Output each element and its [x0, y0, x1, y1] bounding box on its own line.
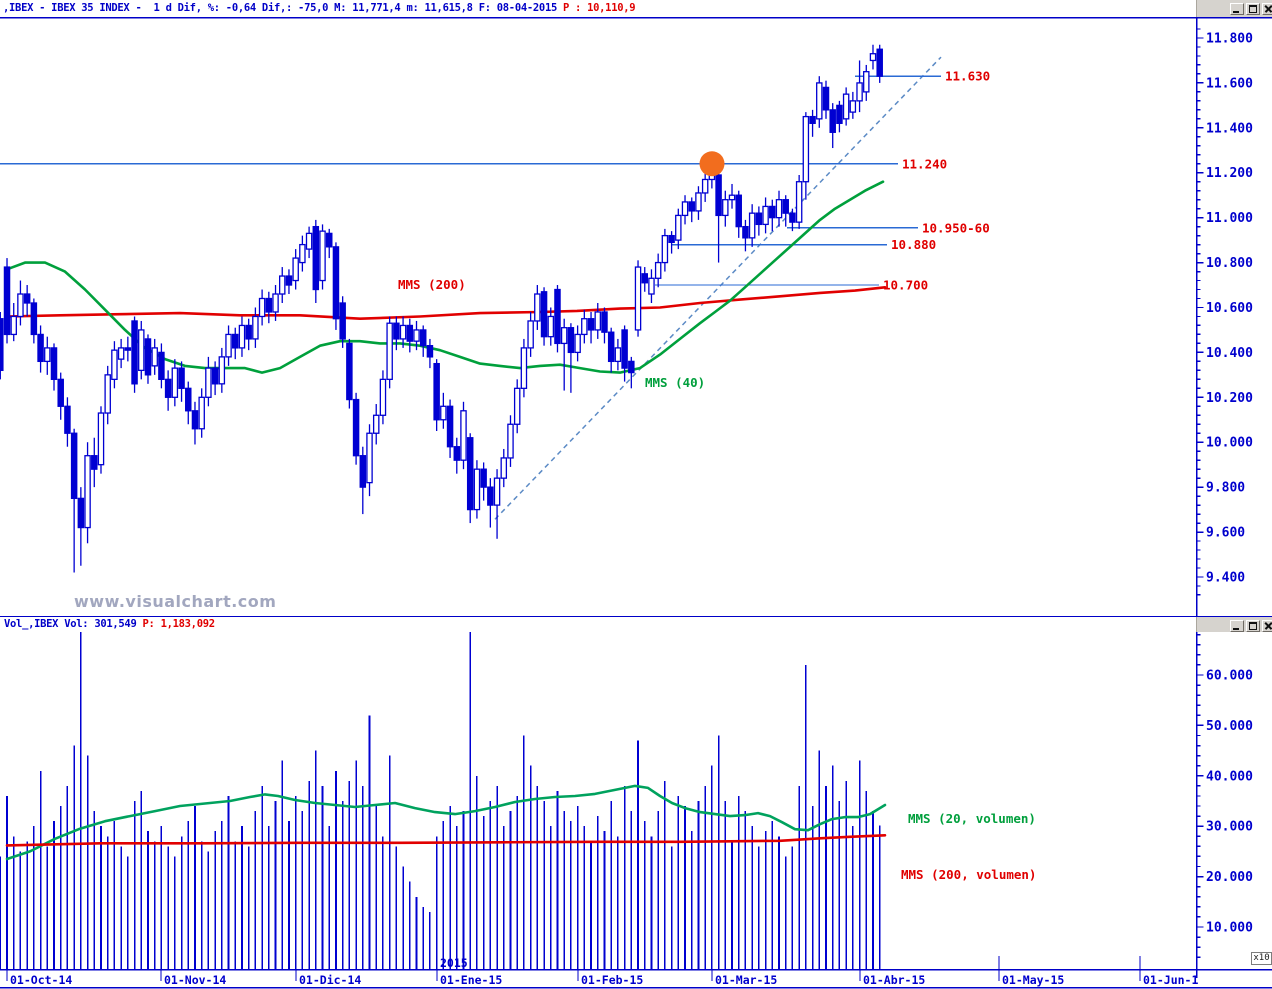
volume-title: Vol_,IBEX Vol: 301,549: [4, 618, 143, 630]
date-tick-label: 01-Dic-14: [299, 973, 361, 987]
volume-window-titlebar[interactable]: Vol_,IBEX Vol: 301,549 P: 1,183,092: [0, 617, 1272, 632]
volume-tick-label: 40.000: [1206, 769, 1253, 784]
annotation-price-label: 10.950-60: [922, 220, 990, 235]
mms40-price-label: MMS (40): [645, 375, 706, 390]
volume-axis: 10.000 20.000 30.000 40.000 50.000 60.000: [1195, 632, 1253, 977]
price-tick-label: 11.600: [1206, 76, 1253, 91]
close-icon[interactable]: [1262, 620, 1272, 632]
price-window-titlebar[interactable]: ,IBEX - IBEX 35 INDEX - 1 d Dif, %: -0,6…: [0, 0, 1272, 17]
mms-200-volume-line: [5, 834, 887, 847]
volume-tick-label: 60.000: [1206, 669, 1253, 684]
price-tick-label: 10.600: [1206, 301, 1253, 316]
date-tick-label: 01-May-15: [1002, 973, 1064, 987]
maximize-icon[interactable]: [1246, 3, 1260, 15]
annotation-price-label: 10.880: [891, 237, 936, 252]
volume-tick-label: 10.000: [1206, 921, 1253, 936]
volume-tick-label: 50.000: [1206, 719, 1253, 734]
mms-20-volume-line: [5, 784, 887, 861]
date-tick-label: 01-Mar-15: [715, 973, 777, 987]
close-icon[interactable]: [1262, 3, 1272, 15]
annotation-price-label: 10.700: [883, 278, 928, 293]
mms200-price-label: MMS (200): [398, 277, 466, 292]
price-tick-label: 10.400: [1206, 346, 1253, 361]
price-tick-label: 9.600: [1206, 526, 1245, 541]
price-axis: 9.400 9.600 9.800 10.000 10.200 10.400 10.600 1…: [0, 17, 1272, 617]
volume-tick-label: 30.000: [1206, 820, 1253, 835]
volume-window-controls: [1230, 620, 1272, 632]
chart-title: ,IBEX - IBEX 35 INDEX - 1 d Dif, %: -0,6…: [3, 2, 564, 14]
price-tick-label: 11.200: [1206, 166, 1253, 181]
date-tick-label: 01-Nov-14: [164, 973, 226, 987]
minimize-icon[interactable]: [1230, 620, 1244, 632]
maximize-icon[interactable]: [1246, 620, 1260, 632]
volume-tick-label: 20.000: [1206, 870, 1253, 885]
price-tick-label: 10.800: [1206, 256, 1253, 271]
highlight-circle: [699, 151, 725, 177]
price-tick-label: 11.400: [1206, 121, 1253, 136]
mms20-volume-label: MMS (20, volumen): [908, 811, 1036, 826]
date-tick-label: 01-Feb-15: [581, 973, 643, 987]
price-tick-label: 10.000: [1206, 436, 1253, 451]
date-tick-label: 01-Abr-15: [863, 973, 925, 987]
mms-200-line: [5, 285, 887, 321]
date-tick-label: 01-Ene-15: [440, 973, 502, 987]
minimize-icon[interactable]: [1230, 3, 1244, 15]
scale-multiplier-badge: x10: [1251, 952, 1272, 965]
price-tick-label: 11.800: [1206, 32, 1253, 47]
price-tick-label: 11.000: [1206, 211, 1253, 226]
candles-layer: [0, 44, 883, 573]
trendline: [494, 56, 942, 520]
price-tick-label: 9.400: [1206, 570, 1245, 585]
price-annotations: 11.630 11.240 10.950-60 10.880 10.700: [0, 69, 990, 293]
mms200-volume-label: MMS (200, volumen): [901, 867, 1037, 882]
price-tick-label: 9.800: [1206, 481, 1245, 496]
volume-title-prev: P: 1,183,092: [142, 618, 216, 630]
annotation-price-label: 11.630: [945, 69, 990, 84]
date-tick-label: 01-Oct-14: [10, 973, 72, 987]
date-tick-label: 01-Jun-1: [1143, 973, 1198, 987]
visualchart-watermark: www.visualchart.com: [74, 592, 277, 611]
price-chart-area[interactable]: 9.400 9.600 9.800 10.000 10.200 10.400 10.600 1…: [0, 17, 1272, 617]
year-label: 2015: [440, 956, 468, 970]
orange-highlight-marker: [699, 151, 725, 177]
price-tick-label: 10.200: [1206, 391, 1253, 406]
date-axis: 01-Oct-14 01-Nov-14 01-Dic-14 01-Ene-15 01-F…: [0, 956, 1272, 989]
chart-title-last-price: P : 10,110,9: [563, 2, 636, 14]
volume-bars-layer: [0, 632, 881, 969]
price-window-controls: [1230, 3, 1272, 15]
annotation-price-label: 11.240: [902, 156, 947, 171]
volume-chart-area[interactable]: 10.000 20.000 30.000 40.000 50.000 60.000 01-O…: [0, 632, 1272, 989]
